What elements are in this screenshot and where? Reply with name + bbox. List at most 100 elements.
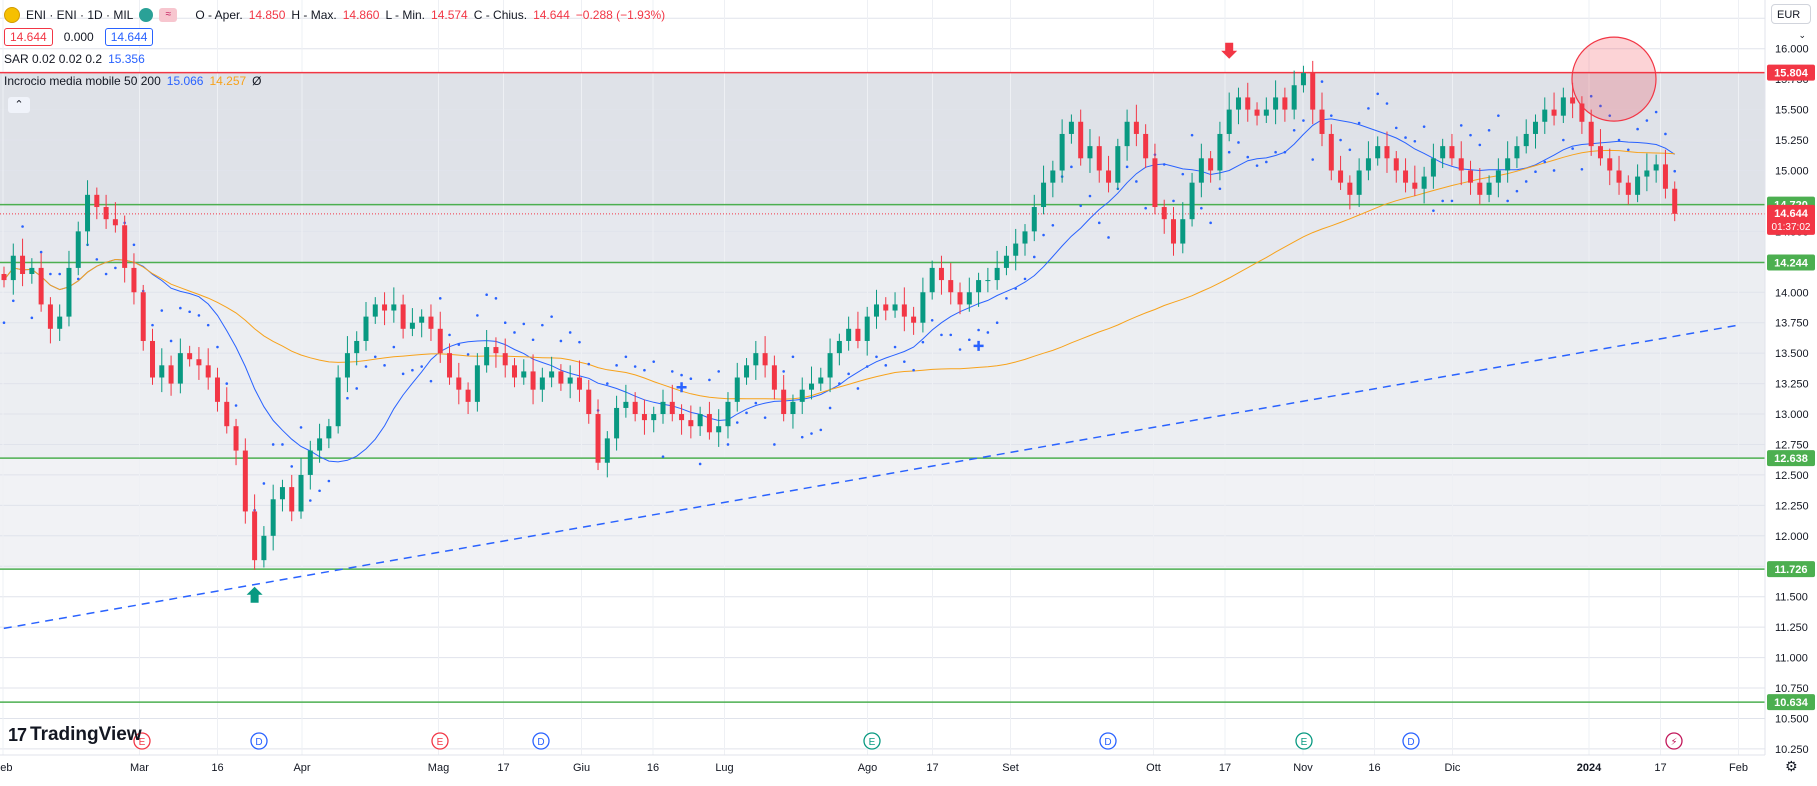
wave-icon[interactable]: ≈ — [159, 8, 178, 22]
x-tick-label: Mar — [130, 762, 149, 774]
candle-body — [1458, 158, 1464, 171]
candle-body — [112, 219, 118, 226]
bid-box[interactable]: 14.644 — [4, 28, 53, 46]
sar-dot — [234, 404, 238, 407]
x-tick-label: 16 — [211, 762, 223, 774]
y-tick-label: 13.250 — [1775, 379, 1809, 391]
arrow-up-icon — [246, 586, 263, 603]
candle-body — [428, 316, 434, 329]
sar-dot — [1441, 199, 1444, 203]
legend: ENI · ENI · 1D · MIL ≈ O - Aper. 14.850 … — [4, 4, 665, 92]
candle-body — [1588, 121, 1594, 147]
candle-body — [521, 371, 527, 378]
candle-body — [131, 267, 137, 293]
candle-body — [1050, 170, 1056, 183]
x-tick-label: 16 — [1368, 762, 1380, 774]
candle-body — [1226, 109, 1232, 134]
sar-dot — [847, 372, 850, 376]
sar-dot — [206, 323, 210, 327]
parabolic-sar — [2, 80, 1677, 512]
sar-dot — [865, 365, 869, 368]
high-value: 14.860 — [342, 8, 380, 22]
low-label: L - Min. — [385, 8, 426, 22]
price-axis[interactable]: 16.25016.00015.75015.50015.25015.00014.7… — [1764, 0, 1815, 756]
candle-body — [29, 267, 35, 274]
chevron-up-icon[interactable]: ⌃ — [8, 97, 30, 113]
sar-dot — [49, 272, 52, 276]
candle-body — [1273, 97, 1279, 110]
event-badge-glyph: E — [437, 737, 444, 748]
sar-dot — [1617, 138, 1621, 142]
sar-dot — [58, 272, 61, 276]
sar-dot — [1367, 107, 1370, 110]
ask-box[interactable]: 14.644 — [104, 28, 154, 46]
candle-body — [1013, 243, 1019, 256]
sar-dot — [1552, 169, 1556, 172]
sar-dot — [76, 277, 80, 281]
x-tick-label: Mag — [428, 762, 449, 774]
time-axis[interactable]: Feb Mar 16 Apr Mag 17 Giu 16 Lug Ago 17 Set Ott 17 Nov… — [0, 732, 1765, 774]
sar-dot — [773, 443, 776, 446]
sar-dot — [1654, 110, 1658, 114]
candle-body — [1180, 219, 1186, 244]
sar-dot — [457, 343, 461, 346]
sar-dot — [494, 297, 498, 300]
trendline-layer — [0, 324, 1739, 630]
tradingview-mark-icon: 17 — [8, 724, 27, 745]
candle-body — [651, 414, 657, 421]
sar-dot — [318, 489, 321, 493]
event-badge-glyph: D — [1407, 737, 1414, 748]
currency-selector[interactable]: EUR ⌄ — [1771, 4, 1811, 40]
symbol-title[interactable]: ENI · ENI · 1D · MIL — [26, 8, 134, 22]
background-bands — [0, 72, 1765, 570]
candle-body — [1449, 146, 1455, 159]
sar-dot — [1478, 143, 1482, 147]
sar-dot — [624, 355, 628, 359]
sar-dot — [1135, 180, 1138, 183]
candle-body — [586, 389, 592, 415]
sar-row[interactable]: SAR 0.02 0.02 0.2 15.356 — [4, 48, 665, 70]
event-badge-glyph: D — [1104, 737, 1111, 748]
sar-dot — [1107, 236, 1110, 239]
candle-body — [1514, 146, 1520, 159]
sar-dot — [1144, 206, 1147, 210]
candle-body — [781, 389, 787, 415]
sar-label: SAR 0.02 0.02 0.2 — [4, 52, 103, 66]
candle-body — [1133, 121, 1139, 134]
sar-dot — [11, 299, 15, 303]
sar-dot — [606, 382, 609, 385]
candle-body — [1440, 146, 1446, 159]
ma-row[interactable]: Incrocio media mobile 50 200 15.066 14.2… — [4, 70, 665, 92]
ma50-value: 15.066 — [166, 74, 204, 88]
candle-body — [1505, 158, 1511, 171]
candle-body — [1616, 170, 1622, 183]
candle-body — [744, 365, 750, 378]
sar-dot — [179, 306, 182, 310]
candle-body — [818, 377, 824, 384]
sar-dot — [373, 355, 377, 359]
x-tick-label: Dic — [1445, 762, 1461, 774]
gear-icon[interactable]: ⚙ — [1785, 758, 1798, 774]
sar-dot — [541, 323, 544, 327]
event-badge-icon — [1665, 732, 1683, 750]
sar-dot — [819, 428, 823, 432]
sar-dot — [271, 443, 275, 446]
event-badge-icon — [532, 732, 550, 750]
candle-body — [660, 401, 666, 415]
sar-dot — [1246, 155, 1250, 159]
tradingview-logo[interactable]: 17 TradingView — [8, 724, 142, 746]
candle-body — [762, 353, 768, 366]
chevron-down-icon: ⌄ — [1798, 30, 1806, 40]
sar-dot — [383, 364, 386, 367]
candle-body — [809, 383, 815, 390]
sar-dot — [680, 373, 683, 377]
sar-dot — [1534, 170, 1537, 174]
sar-dot — [1664, 132, 1667, 136]
market-status-icon[interactable] — [139, 8, 154, 22]
event-badge-glyph: E — [869, 737, 876, 748]
candle-body — [1022, 231, 1028, 244]
sar-dot — [800, 435, 804, 439]
sar-dot — [884, 364, 888, 367]
